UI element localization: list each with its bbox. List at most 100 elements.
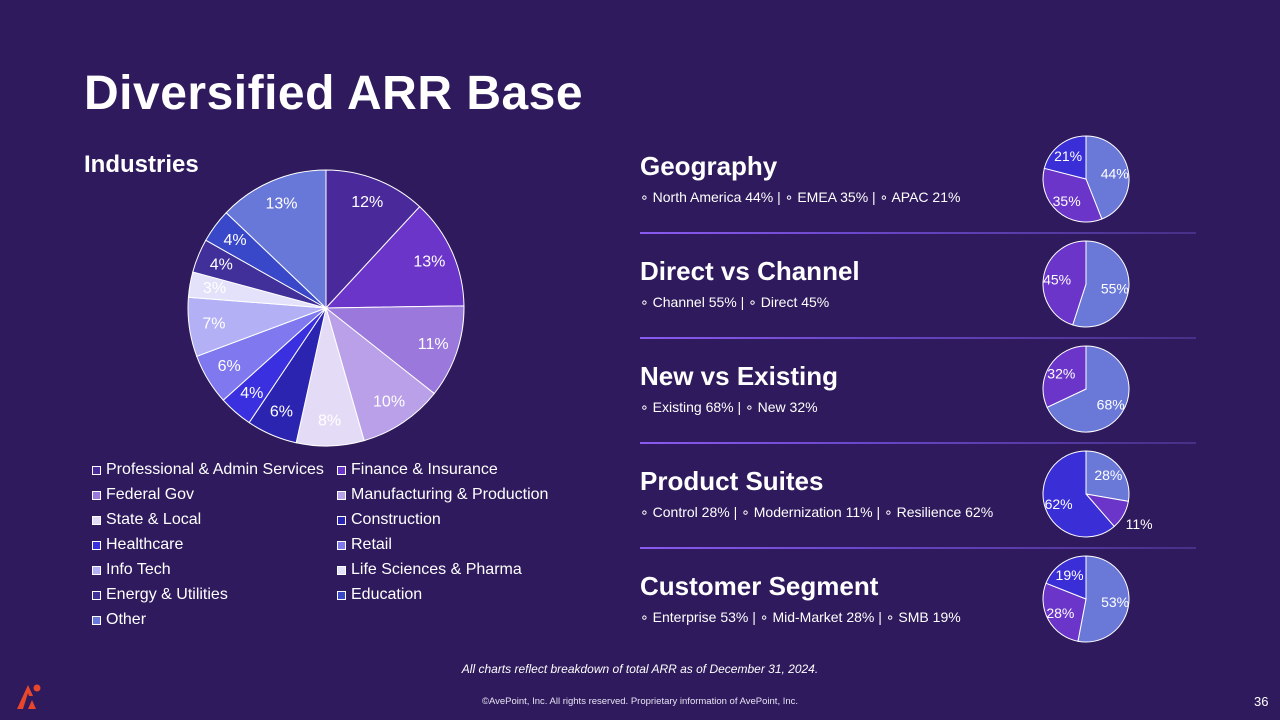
section-divider [640, 337, 1196, 339]
section-divider [640, 232, 1196, 234]
legend-swatch [92, 515, 101, 525]
legend-swatch [92, 565, 101, 575]
legend-swatch [337, 490, 346, 500]
legend-item-construction: Construction [337, 511, 441, 529]
legend-item-education: Education [337, 586, 422, 604]
pie-label-life-sciences-and-pharma: 3% [203, 280, 226, 297]
pie-slice-manufacturing-and-production [325, 306, 435, 442]
legend-swatch [92, 465, 101, 475]
section-title: Direct vs Channel [640, 256, 860, 286]
legend-swatch [337, 590, 346, 600]
pie-label-new: 32% [1047, 365, 1075, 381]
pie-slice-other [225, 169, 327, 310]
pie-label-energy-and-utilities: 4% [210, 257, 233, 274]
industries-pie-chart: 12% 13% 11% 10% 8% 6% 4% 6% 7% 3% 4% 4% 13% [187, 169, 465, 447]
pie-slice-apac [1043, 135, 1087, 180]
pie-slice-mid-market [1042, 582, 1087, 642]
pie-label-enterprise: 53% [1101, 594, 1129, 610]
pie-label-apac: 21% [1054, 148, 1082, 164]
legend-item-energy-and-utilities: Energy & Utilities [92, 586, 228, 604]
pie-slice-new [1042, 345, 1087, 408]
legend-swatch [92, 590, 101, 600]
footnote: All charts reflect breakdown of total AR… [461, 662, 819, 676]
section-subtitle: ∘ Enterprise 53% | ∘ Mid-Market 28% | ∘ … [640, 609, 961, 625]
pie-label-manufacturing-and-production: 10% [373, 393, 405, 410]
section-new-vs-existing: New vs Existing ∘ Existing 68% | ∘ New 3… [640, 361, 1200, 461]
legend-label: State & Local [106, 511, 202, 528]
customer-segment-pie-chart: 53% 28% 19% [1042, 555, 1130, 643]
legend-item-state-and-local: State & Local [92, 511, 201, 529]
legend-label: Construction [351, 511, 441, 528]
legend-label: Other [106, 611, 147, 628]
pie-slice-direct [1042, 240, 1087, 326]
section-subtitle: ∘ Control 28% | ∘ Modernization 11% | ∘ … [640, 504, 994, 520]
pie-label-info-tech: 7% [202, 315, 225, 332]
legend-swatch [92, 490, 101, 500]
pie-slice-finance-and-insurance [324, 205, 465, 309]
pie-slice-control [1085, 450, 1130, 502]
pie-label-emea: 35% [1053, 193, 1081, 209]
pie-slice-emea [1042, 167, 1103, 223]
pie-label-channel: 55% [1101, 281, 1129, 297]
section-subtitle: ∘ North America 44% | ∘ EMEA 35% | ∘ APA… [640, 189, 961, 205]
legend-item-other: Other [92, 611, 146, 629]
legend-item-professional-and-admin-services: Professional & Admin Services [92, 461, 324, 479]
section-subtitle: ∘ Existing 68% | ∘ New 32% [640, 399, 818, 415]
section-customer-segment: Customer Segment ∘ Enterprise 53% | ∘ Mi… [640, 571, 1200, 671]
pie-label-resilience: 62% [1045, 496, 1073, 512]
section-geography: Geography ∘ North America 44% | ∘ EMEA 3… [640, 151, 1200, 251]
geography-pie-chart: 44% 35% 21% [1042, 135, 1130, 223]
legend-item-healthcare: Healthcare [92, 536, 183, 554]
avepoint-logo-icon [17, 684, 41, 709]
legend-label: Healthcare [106, 536, 184, 553]
pie-label-other: 13% [265, 195, 297, 212]
section-direct-vs-channel: Direct vs Channel ∘ Channel 55% | ∘ Dire… [640, 256, 1200, 356]
pie-label-mid-market: 28% [1046, 605, 1074, 621]
pie-slice-enterprise [1077, 555, 1130, 643]
legend-swatch [337, 565, 346, 575]
pie-label-control: 28% [1094, 467, 1122, 483]
page-number: 36 [1254, 694, 1269, 709]
legend-item-info-tech: Info Tech [92, 561, 171, 579]
pie-label-modernization: 11% [1126, 516, 1153, 532]
legend-item-finance-and-insurance: Finance & Insurance [337, 461, 498, 479]
industries-title: Industries [84, 151, 199, 178]
section-title: Geography [640, 151, 778, 181]
pie-label-healthcare: 4% [240, 385, 263, 402]
legend-swatch [337, 515, 346, 525]
section-divider [640, 442, 1196, 444]
pie-label-smb: 19% [1056, 567, 1084, 583]
legend-label: Education [351, 586, 423, 603]
legend-item-manufacturing-and-production: Manufacturing & Production [337, 486, 548, 504]
pie-label-finance-and-insurance: 13% [413, 253, 445, 270]
pie-slice-professional-and-admin-services [325, 169, 421, 310]
direct-vs-channel-pie-chart: 55% 45% [1042, 240, 1130, 328]
legend-label: Manufacturing & Production [351, 486, 549, 503]
legend-label: Info Tech [106, 561, 171, 578]
section-subtitle: ∘ Channel 55% | ∘ Direct 45% [640, 294, 830, 310]
pie-label-north-america: 44% [1101, 166, 1129, 182]
legend-item-federal-gov: Federal Gov [92, 486, 194, 504]
legend-label: Energy & Utilities [106, 586, 228, 603]
section-title: New vs Existing [640, 361, 838, 391]
pie-slice-resilience [1042, 450, 1115, 538]
new-vs-existing-pie-chart: 68% 32% [1042, 345, 1130, 433]
product-suites-pie-chart: 28% 11% 62% [1042, 450, 1153, 538]
pie-slice-smb [1045, 555, 1087, 600]
section-product-suites: Product Suites ∘ Control 28% | ∘ Moderni… [640, 466, 1200, 566]
pie-label-retail: 6% [218, 358, 241, 375]
pie-label-professional-and-admin-services: 12% [351, 194, 383, 211]
legend-swatch [337, 465, 346, 475]
legend-swatch [92, 615, 101, 625]
pie-slice-federal-gov [324, 305, 465, 395]
section-divider [640, 547, 1196, 549]
legend-label: Finance & Insurance [351, 461, 498, 478]
legend-label: Life Sciences & Pharma [351, 561, 522, 578]
pie-label-education: 4% [224, 232, 247, 249]
legend-label: Federal Gov [106, 486, 195, 503]
pie-slice-existing [1046, 345, 1130, 433]
pie-label-direct: 45% [1043, 271, 1071, 287]
pie-label-existing: 68% [1097, 397, 1125, 413]
pie-label-construction: 6% [270, 404, 293, 421]
section-title: Product Suites [640, 466, 824, 496]
